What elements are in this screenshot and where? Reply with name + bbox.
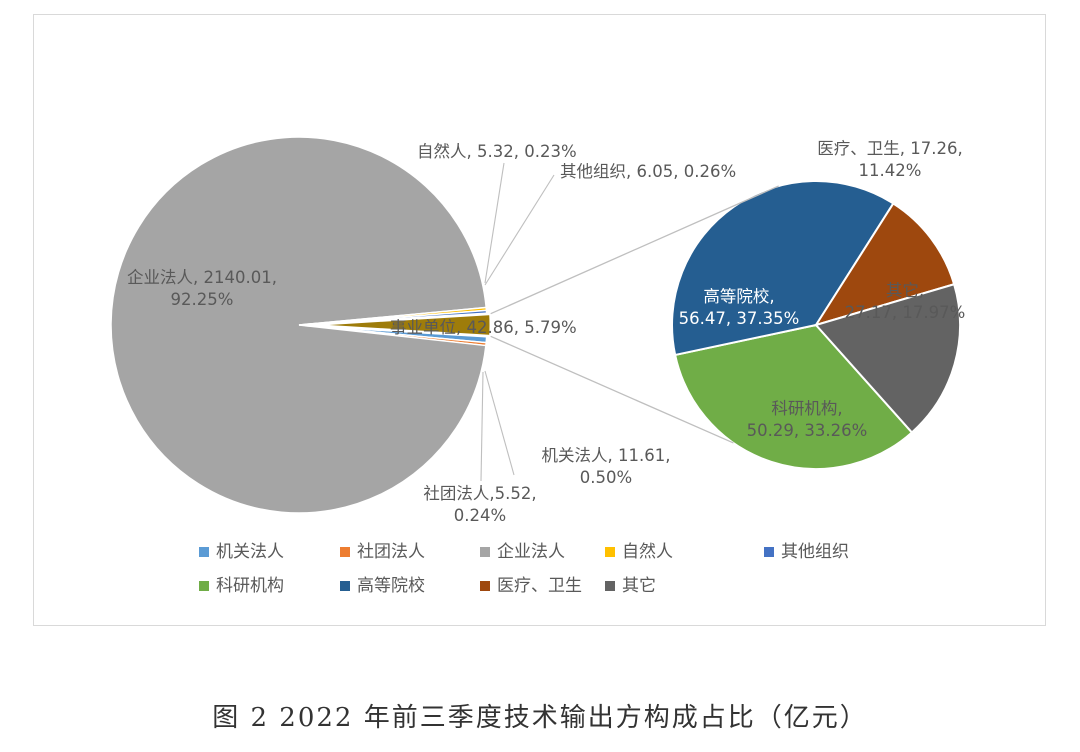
legend-swatch — [764, 547, 774, 557]
data-label-e69cbae585b3e6b395e4baba: 机关法人, 11.61, 0.50% — [542, 446, 671, 487]
data-labels: 企业法人, 2140.01, 92.25% 事业单位, 42.86, 5.79% 自然… — [127, 139, 965, 525]
legend-label: 其他组织 — [781, 542, 849, 562]
data-label-e7a791e7a094e69cbae69e84: 科研机构, 50.29, 33.26% — [747, 399, 868, 440]
data-label-e585b6e4bb96e7bb84e7bb87: 其他组织, 6.05, 0.26% — [560, 162, 736, 181]
legend-item-e4bc81e4b89ae6b395e4baba: 企业法人 — [480, 542, 565, 562]
secondary-slice-e58cbbe79697e38081e58dab — [813, 202, 956, 327]
data-label-e4bc81e4b89ae6b395e4baba: 企业法人, 2140.01, 92.25% — [127, 268, 277, 309]
legend-label: 机关法人 — [216, 542, 284, 562]
leader-line-e69cbae585b3e6b395e4baba — [484, 370, 515, 476]
legend-swatch — [199, 581, 209, 591]
data-label-e585b6e5ae83: 其它, 27.17, 17.97% — [845, 281, 966, 322]
legend-label: 高等院校 — [357, 576, 425, 596]
pie-of-pie-chart: 企业法人, 2140.01, 92.25% 事业单位, 42.86, 5.79% 自然… — [110, 136, 965, 596]
data-label-e7a4bee59ba2e6b395e4baba: 社团法人,5.52, 0.24% — [423, 484, 536, 525]
legend-label: 科研机构 — [216, 576, 284, 596]
legend-item-e585b6e4bb96e7bb84e7bb87: 其他组织 — [764, 542, 849, 562]
chart-frame: 企业法人, 2140.01, 92.25% 事业单位, 42.86, 5.79% 自然… — [33, 14, 1046, 626]
secondary-slice-e585b6e5ae83 — [814, 282, 961, 434]
leader-line-e585b6e4bb96e7bb84e7bb87 — [484, 174, 555, 286]
legend-label: 医疗、卫生 — [497, 576, 582, 596]
legend-swatch — [340, 581, 350, 591]
data-label-e58cbbe79697e38081e58dab: 医疗、卫生, 17.26, 11.42% — [817, 139, 962, 180]
leader-line-e887aae784b6e4baba — [484, 162, 505, 284]
legend-label: 社团法人 — [357, 542, 425, 562]
connector-lines — [480, 162, 779, 482]
secondary-slice-e9ab98e7ad89e999a2e6a0a1 — [671, 180, 895, 357]
legend-swatch — [605, 581, 615, 591]
legend-label: 企业法人 — [497, 542, 565, 562]
data-label-e887aae784b6e4baba: 自然人, 5.32, 0.23% — [417, 142, 577, 161]
legend-item-e9ab98e7ad89e999a2e6a0a1: 高等院校 — [340, 576, 425, 596]
connector-lower — [490, 335, 734, 444]
connector-upper — [490, 185, 779, 315]
legend-label: 自然人 — [622, 542, 673, 562]
legend-swatch — [340, 547, 350, 557]
figure-caption: 图 2 2022 年前三季度技术输出方构成占比（亿元） — [212, 703, 868, 733]
legend-item-e887aae784b6e4baba: 自然人 — [605, 542, 673, 562]
legend-item-e58cbbe79697e38081e58dab: 医疗、卫生 — [480, 576, 582, 596]
legend-item-e7a791e7a094e69cbae69e84: 科研机构 — [199, 576, 284, 596]
legend-swatch — [605, 547, 615, 557]
secondary-pie — [671, 180, 961, 470]
legend-label: 其它 — [622, 576, 656, 596]
data-label-e4ba8be4b89ae58d95e4bd8d: 事业单位, 42.86, 5.79% — [390, 318, 577, 337]
legend-item-e7a4bee59ba2e6b395e4baba: 社团法人 — [340, 542, 425, 562]
legend-swatch — [480, 581, 490, 591]
main-slice-e4bc81e4b89ae6b395e4baba — [110, 136, 487, 514]
legend-item-e585b6e5ae83: 其它 — [605, 576, 656, 596]
data-label-e9ab98e7ad89e999a2e6a0a1: 高等院校, 56.47, 37.35% — [679, 287, 800, 328]
legend-swatch — [480, 547, 490, 557]
leader-line-e7a4bee59ba2e6b395e4baba — [480, 371, 484, 482]
legend-swatch — [199, 547, 209, 557]
secondary-slice-e7a791e7a094e69cbae69e84 — [673, 323, 914, 470]
legend-item-e69cbae585b3e6b395e4baba: 机关法人 — [199, 542, 284, 562]
